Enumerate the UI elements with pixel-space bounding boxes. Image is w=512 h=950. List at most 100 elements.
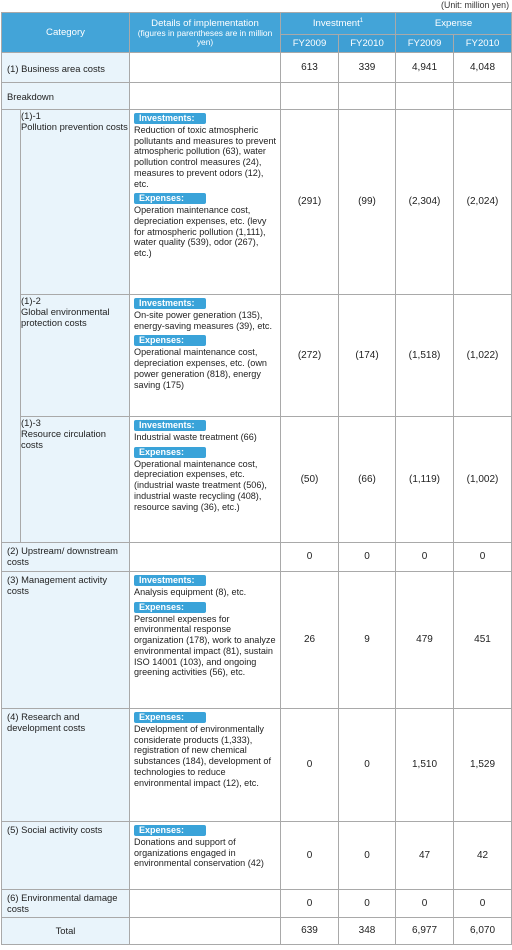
breakdown-indent [1,109,21,543]
resource-label: Resource circulation costs [21,428,106,451]
cell-exp-2010: (2,024) [453,109,512,295]
cell-inv-2009: 0 [280,821,339,890]
resource-investments-text: Industrial waste treatment (66) [134,432,257,442]
empty-cell [129,82,281,110]
research-label: (4) Research and development costs [1,708,130,822]
management-investments-text: Analysis equipment (8), etc. [134,587,247,597]
cell-inv-2009: 613 [280,52,339,83]
investment-header-label: Investment [312,17,360,29]
cell-exp-2009: (1,119) [395,416,454,543]
total-inv-2009: 639 [280,917,339,945]
cell-inv-2010: (99) [338,109,396,295]
inv-fy2010-header: FY2010 [338,34,396,53]
management-label: (3) Management activity costs [1,571,130,709]
cell-exp-2009: 0 [395,542,454,572]
expenses-tag: Expenses: [134,712,206,723]
table-row: (3) Management activity costs Investment… [1,571,512,709]
details-header-sub: (figures in parentheses are in million y… [137,28,273,48]
exp-fy2010-header: FY2010 [453,34,512,53]
cell-exp-2009: (2,304) [395,109,454,295]
upstream-label: (2) Upstream/ downstream costs [1,542,130,572]
business-area-details [129,52,281,83]
cell-inv-2010: 9 [338,571,396,709]
pollution-details: Investments: Reduction of toxic atmosphe… [129,109,281,295]
details-header-title: Details of implementation [151,18,259,30]
cell-inv-2010: (66) [338,416,396,543]
cell-inv-2009: (291) [280,109,339,295]
investments-tag: Investments: [134,113,206,124]
global-category: (1)-2 Global environmental protection co… [20,294,130,417]
resource-details: Investments: Industrial waste treatment … [129,416,281,543]
cell-exp-2010: 4,048 [453,52,512,83]
empty-cell [129,889,281,918]
total-row: Total 639 348 6,977 6,070 [1,917,512,945]
management-expenses-text: Personnel expenses for environmental res… [134,613,276,678]
cell-exp-2009: 1,510 [395,708,454,822]
social-expenses-text: Donations and support of organizations e… [134,837,264,869]
research-expenses-text: Development of environmentally considera… [134,724,271,788]
global-expenses-text: Operational maintenance cost, depreciati… [134,347,267,390]
pollution-num: (1)-1 [21,110,41,121]
cell-exp-2010: (1,022) [453,294,512,417]
cell-exp-2010: 0 [453,889,512,918]
cell-inv-2009: 26 [280,571,339,709]
header-row-2: FY2009 FY2010 FY2009 FY2010 [2,34,512,53]
investments-tag: Investments: [134,420,206,431]
expenses-tag: Expenses: [134,193,206,205]
global-investments-text: On-site power generation (135), energy-s… [134,310,272,331]
investment-header: Investment1 [280,12,396,35]
empty-cell [129,917,281,945]
empty-cell [453,82,512,110]
cell-exp-2010: (1,002) [453,416,512,543]
cell-exp-2009: 0 [395,889,454,918]
table-row: (4) Research and development costs Expen… [1,708,512,822]
cell-inv-2010: 339 [338,52,396,83]
cell-exp-2009: 4,941 [395,52,454,83]
cell-exp-2010: 1,529 [453,708,512,822]
inv-fy2009-header: FY2009 [280,34,339,53]
resource-category: (1)-3 Resource circulation costs [20,416,130,543]
breakdown-label: Breakdown [1,82,130,110]
pollution-category: (1)-1 Pollution prevention costs [20,109,130,295]
pollution-expenses-text: Operation maintenance cost, depreciation… [134,205,267,259]
pollution-label: Pollution prevention costs [21,121,128,133]
total-exp-2010: 6,070 [453,917,512,945]
total-exp-2009: 6,977 [395,917,454,945]
investments-tag: Investments: [134,575,206,586]
cell-inv-2010: 0 [338,542,396,572]
cell-exp-2009: 479 [395,571,454,709]
investments-tag: Investments: [134,298,206,309]
expenses-tag: Expenses: [134,601,206,613]
total-inv-2010: 348 [338,917,396,945]
table-row: (5) Social activity costs Expenses: Dona… [1,821,512,890]
resource-num: (1)-3 [21,417,41,428]
total-label: Total [1,917,130,945]
investment-footnote-mark: 1 [359,17,364,24]
expenses-tag: Expenses: [134,335,206,347]
cell-inv-2009: (50) [280,416,339,543]
research-details: Expenses: Development of environmentally… [129,708,281,822]
details-header: Details of implementation (figures in pa… [129,12,281,53]
resource-expenses-text: Operational maintenance cost, depreciati… [134,458,267,512]
empty-cell [280,82,339,110]
expense-header-label: Expense [434,17,473,29]
table-row: (1)-1 Pollution prevention costs Investm… [1,109,512,543]
empty-cell [338,82,396,110]
global-label: Global environmental protection costs [21,306,110,329]
cell-inv-2009: (272) [280,294,339,417]
damage-label: (6) Environmental damage costs [1,889,130,918]
management-details: Investments: Analysis equipment (8), etc… [129,571,281,709]
cell-inv-2009: 0 [280,542,339,572]
header-row-1: Category Details of implementation (figu… [1,12,512,53]
table-row: (6) Environmental damage costs 0 0 0 0 [1,889,512,918]
global-details: Investments: On-site power generation (1… [129,294,281,417]
cell-inv-2009: 0 [280,708,339,822]
cell-inv-2010: 0 [338,889,396,918]
table-row: (2) Upstream/ downstream costs 0 0 0 0 [1,542,512,572]
cell-exp-2010: 0 [453,542,512,572]
table-row: (1) Business area costs 613 339 4,941 4,… [1,52,512,83]
social-label: (5) Social activity costs [1,821,130,890]
category-header: Category [1,12,130,53]
breakdown-row: Breakdown [1,82,512,110]
business-area-label: (1) Business area costs [1,52,130,83]
